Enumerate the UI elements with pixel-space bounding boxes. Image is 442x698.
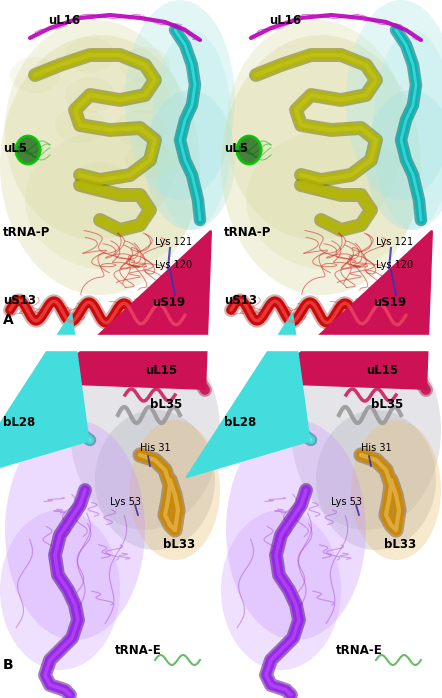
Ellipse shape: [226, 20, 406, 240]
Text: uL5: uL5: [3, 142, 27, 154]
Ellipse shape: [221, 510, 341, 670]
Ellipse shape: [0, 35, 200, 295]
Text: uL15: uL15: [366, 364, 398, 376]
Text: His 31: His 31: [361, 443, 392, 453]
Ellipse shape: [291, 330, 441, 530]
Text: uL16: uL16: [269, 13, 301, 27]
Text: uS19: uS19: [152, 295, 185, 309]
Text: uS13: uS13: [3, 293, 36, 306]
Ellipse shape: [373, 30, 442, 230]
Ellipse shape: [346, 0, 442, 200]
Text: bL33: bL33: [163, 538, 195, 551]
Text: Lys 120: Lys 120: [155, 260, 192, 270]
Ellipse shape: [10, 57, 60, 93]
Ellipse shape: [351, 304, 421, 340]
Ellipse shape: [0, 510, 120, 670]
Text: bL35: bL35: [150, 399, 182, 412]
Text: Lys 53: Lys 53: [110, 497, 141, 507]
Text: bL33: bL33: [384, 538, 416, 551]
Ellipse shape: [55, 107, 105, 143]
Ellipse shape: [95, 410, 215, 550]
Text: bL35: bL35: [371, 399, 403, 412]
Ellipse shape: [5, 20, 185, 240]
Polygon shape: [237, 136, 261, 164]
Ellipse shape: [65, 77, 115, 113]
Text: His 31: His 31: [140, 443, 171, 453]
Ellipse shape: [125, 142, 175, 178]
Text: Lys 121: Lys 121: [155, 237, 192, 247]
Ellipse shape: [145, 90, 235, 230]
Ellipse shape: [5, 420, 145, 640]
Text: tRNA-E: tRNA-E: [115, 644, 162, 657]
Ellipse shape: [65, 37, 115, 73]
Text: tRNA-P: tRNA-P: [224, 225, 271, 239]
Ellipse shape: [152, 30, 232, 230]
Text: uS13: uS13: [224, 293, 257, 306]
Ellipse shape: [120, 47, 170, 83]
Ellipse shape: [221, 35, 421, 295]
Ellipse shape: [316, 410, 436, 550]
Polygon shape: [16, 136, 40, 164]
Ellipse shape: [70, 330, 220, 530]
Text: tRNA-E: tRNA-E: [336, 644, 383, 657]
Text: Lys 120: Lys 120: [376, 260, 413, 270]
Text: uL16: uL16: [48, 13, 80, 27]
Ellipse shape: [130, 304, 200, 340]
Text: uL5: uL5: [224, 142, 248, 154]
Text: A: A: [3, 313, 14, 327]
Text: B: B: [3, 658, 14, 672]
Text: uL15: uL15: [145, 364, 177, 376]
Ellipse shape: [246, 130, 416, 270]
Text: bL28: bL28: [224, 415, 256, 429]
Text: Lys 53: Lys 53: [331, 497, 362, 507]
Text: uS19: uS19: [373, 295, 406, 309]
Ellipse shape: [366, 90, 442, 230]
Ellipse shape: [75, 162, 125, 198]
Text: tRNA-P: tRNA-P: [3, 225, 50, 239]
Bar: [0, 335, 442, 350]
Text: Lys 121: Lys 121: [376, 237, 413, 247]
Ellipse shape: [25, 130, 195, 270]
Ellipse shape: [115, 110, 165, 146]
Ellipse shape: [226, 420, 366, 640]
Ellipse shape: [351, 420, 441, 560]
Ellipse shape: [120, 77, 170, 113]
Ellipse shape: [125, 0, 235, 200]
Text: bL28: bL28: [3, 415, 35, 429]
Ellipse shape: [130, 420, 220, 560]
